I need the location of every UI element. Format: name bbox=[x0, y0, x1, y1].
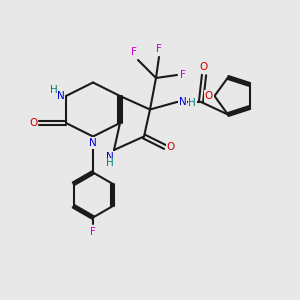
Text: N: N bbox=[178, 97, 186, 107]
Text: O: O bbox=[200, 62, 208, 72]
Text: F: F bbox=[156, 44, 162, 54]
Text: H: H bbox=[50, 85, 58, 95]
Text: O: O bbox=[205, 91, 213, 101]
Text: N: N bbox=[57, 91, 64, 101]
Text: N: N bbox=[89, 138, 97, 148]
Text: O: O bbox=[29, 118, 38, 128]
Text: F: F bbox=[180, 70, 186, 80]
Text: F: F bbox=[90, 227, 96, 237]
Text: F: F bbox=[130, 47, 136, 57]
Text: N: N bbox=[106, 152, 114, 161]
Text: O: O bbox=[167, 142, 175, 152]
Text: H: H bbox=[188, 98, 196, 109]
Text: H: H bbox=[106, 158, 113, 168]
